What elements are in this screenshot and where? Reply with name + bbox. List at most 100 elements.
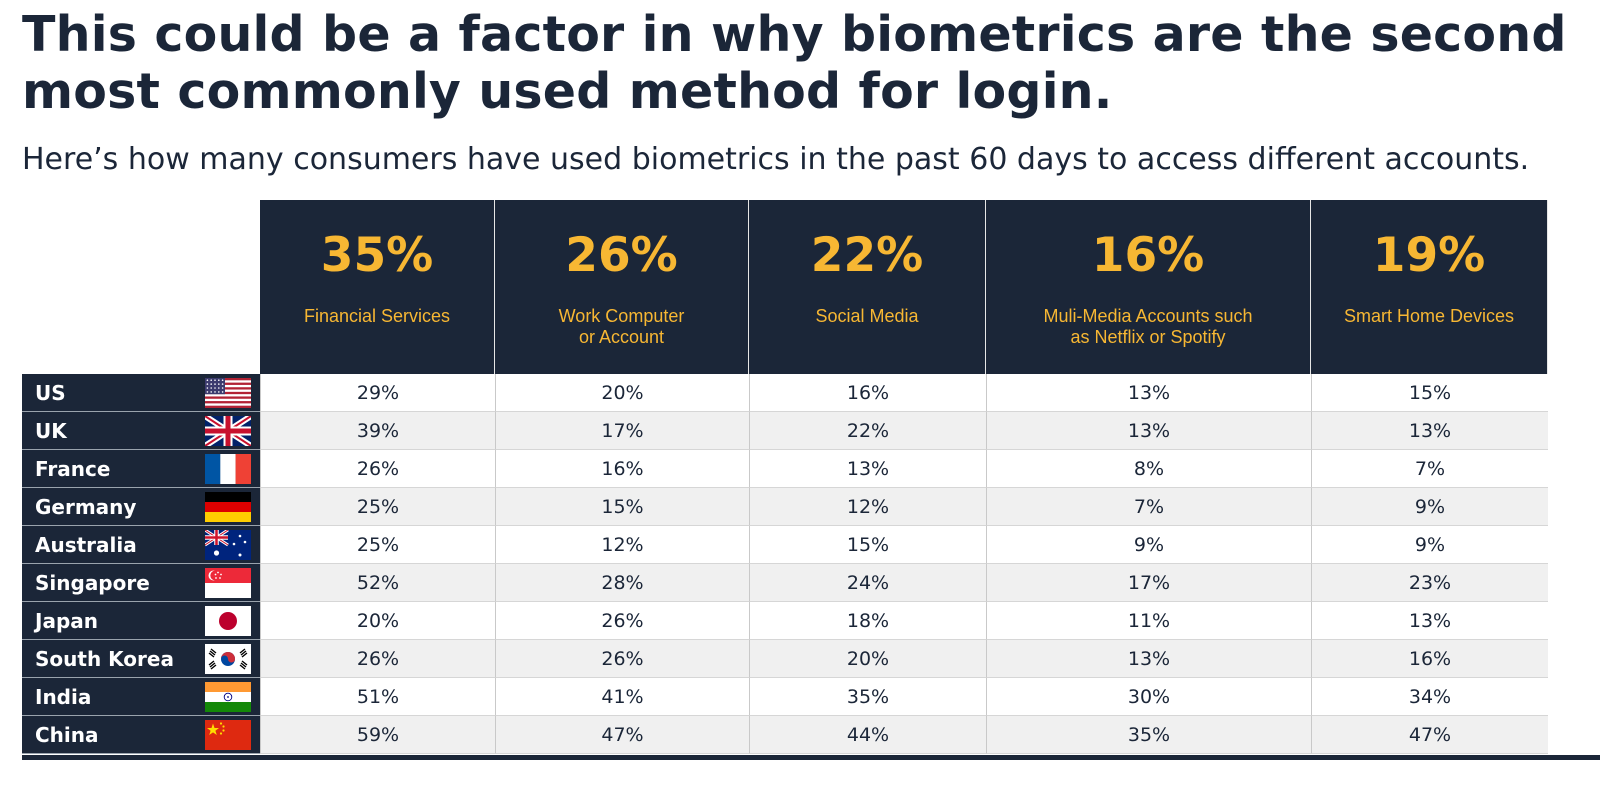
value-cell: 18% — [749, 602, 986, 640]
country-cell: Japan — [22, 602, 260, 640]
value-cell: 8% — [986, 450, 1311, 488]
value-cell: 13% — [986, 640, 1311, 678]
germany-flag-icon — [205, 492, 251, 522]
value-cell: 26% — [495, 640, 749, 678]
japan-flag-icon — [205, 606, 251, 636]
country-name: Japan — [35, 609, 98, 633]
value-cell: 23% — [1311, 564, 1548, 602]
value-cell: 28% — [495, 564, 749, 602]
value-cell: 26% — [495, 602, 749, 640]
value-cell: 15% — [749, 526, 986, 564]
country-name: Germany — [35, 495, 137, 519]
column-label: Muli-Media Accounts such as Netflix or S… — [1043, 306, 1253, 347]
value-cell: 26% — [260, 450, 495, 488]
value-cell: 20% — [260, 602, 495, 640]
france-flag-icon — [205, 454, 251, 484]
value-cell: 47% — [495, 716, 749, 754]
value-cell: 16% — [495, 450, 749, 488]
india-flag-icon — [205, 682, 251, 712]
country-cell: China — [22, 716, 260, 754]
country-cell: Australia — [22, 526, 260, 564]
table-row: India 51% 41% 35% 30% 34% — [22, 678, 1600, 716]
value-cell: 47% — [1311, 716, 1548, 754]
country-cell: South Korea — [22, 640, 260, 678]
value-cell: 35% — [986, 716, 1311, 754]
table-row: US 29% 20% 16% 13% 15% — [22, 374, 1600, 412]
value-cell: 13% — [986, 374, 1311, 412]
value-cell: 44% — [749, 716, 986, 754]
table-row: Japan 20% 26% 18% 11% 13% — [22, 602, 1600, 640]
column-label: Financial Services — [303, 306, 451, 326]
australia-flag-icon — [205, 530, 251, 560]
country-name: South Korea — [35, 647, 174, 671]
value-cell: 34% — [1311, 678, 1548, 716]
column-label: Work Computer or Account — [558, 306, 685, 347]
value-cell: 12% — [749, 488, 986, 526]
country-name: UK — [35, 419, 67, 443]
column-total: 22% — [810, 228, 924, 283]
value-cell: 59% — [260, 716, 495, 754]
value-cell: 16% — [1311, 640, 1548, 678]
country-name: China — [35, 723, 99, 747]
value-cell: 9% — [1311, 526, 1548, 564]
column-total: 26% — [565, 228, 678, 283]
country-name: Singapore — [35, 571, 150, 595]
country-cell: India — [22, 678, 260, 716]
uk-flag-icon — [205, 416, 251, 446]
value-cell: 25% — [260, 526, 495, 564]
value-cell: 17% — [495, 412, 749, 450]
value-cell: 20% — [749, 640, 986, 678]
value-cell: 35% — [749, 678, 986, 716]
country-name: US — [35, 381, 66, 405]
column-header: 19% Smart Home Devices — [1311, 200, 1548, 374]
table-bottom-border — [22, 755, 1600, 760]
column-label: Smart Home Devices — [1343, 306, 1515, 326]
table-row: UK 39% 17% 22% 13% 13% — [22, 412, 1600, 450]
us-flag-icon — [205, 378, 251, 408]
column-header: 26% Work Computer or Account — [495, 200, 749, 374]
china-flag-icon — [205, 720, 251, 750]
country-cell: UK — [22, 412, 260, 450]
value-cell: 24% — [749, 564, 986, 602]
column-total: 19% — [1372, 228, 1486, 283]
south-korea-flag-icon — [205, 644, 251, 674]
value-cell: 51% — [260, 678, 495, 716]
table-row: Australia 25% 12% 15% 9% 9% — [22, 526, 1600, 564]
column-total: 35% — [320, 228, 434, 283]
value-cell: 39% — [260, 412, 495, 450]
value-cell: 30% — [986, 678, 1311, 716]
value-cell: 7% — [986, 488, 1311, 526]
column-label: Social Media — [815, 306, 919, 326]
column-header: 35% Financial Services — [260, 200, 495, 374]
value-cell: 12% — [495, 526, 749, 564]
headline: This could be a factor in why biometrics… — [22, 6, 1567, 120]
column-header: 16% Muli-Media Accounts such as Netflix o… — [986, 200, 1311, 374]
country-name: Australia — [35, 533, 137, 557]
value-cell: 13% — [749, 450, 986, 488]
value-cell: 9% — [986, 526, 1311, 564]
table-row: Germany 25% 15% 12% 7% 9% — [22, 488, 1600, 526]
value-cell: 25% — [260, 488, 495, 526]
country-cell: Singapore — [22, 564, 260, 602]
value-cell: 29% — [260, 374, 495, 412]
country-cell: Germany — [22, 488, 260, 526]
value-cell: 16% — [749, 374, 986, 412]
column-header: 22% Social Media — [749, 200, 986, 374]
table-row: China 59% 47% 44% 35% 47% — [22, 716, 1600, 754]
value-cell: 15% — [495, 488, 749, 526]
country-cell: US — [22, 374, 260, 412]
value-cell: 11% — [986, 602, 1311, 640]
table-row: Singapore 52% 28% 24% 17% 23% — [22, 564, 1600, 602]
value-cell: 13% — [986, 412, 1311, 450]
value-cell: 7% — [1311, 450, 1548, 488]
singapore-flag-icon — [205, 568, 251, 598]
country-name: India — [35, 685, 92, 709]
value-cell: 15% — [1311, 374, 1548, 412]
value-cell: 20% — [495, 374, 749, 412]
value-cell: 41% — [495, 678, 749, 716]
subheadline: Here’s how many consumers have used biom… — [22, 142, 1530, 177]
table-row: France 26% 16% 13% 8% 7% — [22, 450, 1600, 488]
value-cell: 22% — [749, 412, 986, 450]
column-total: 16% — [1091, 228, 1205, 283]
value-cell: 13% — [1311, 602, 1548, 640]
